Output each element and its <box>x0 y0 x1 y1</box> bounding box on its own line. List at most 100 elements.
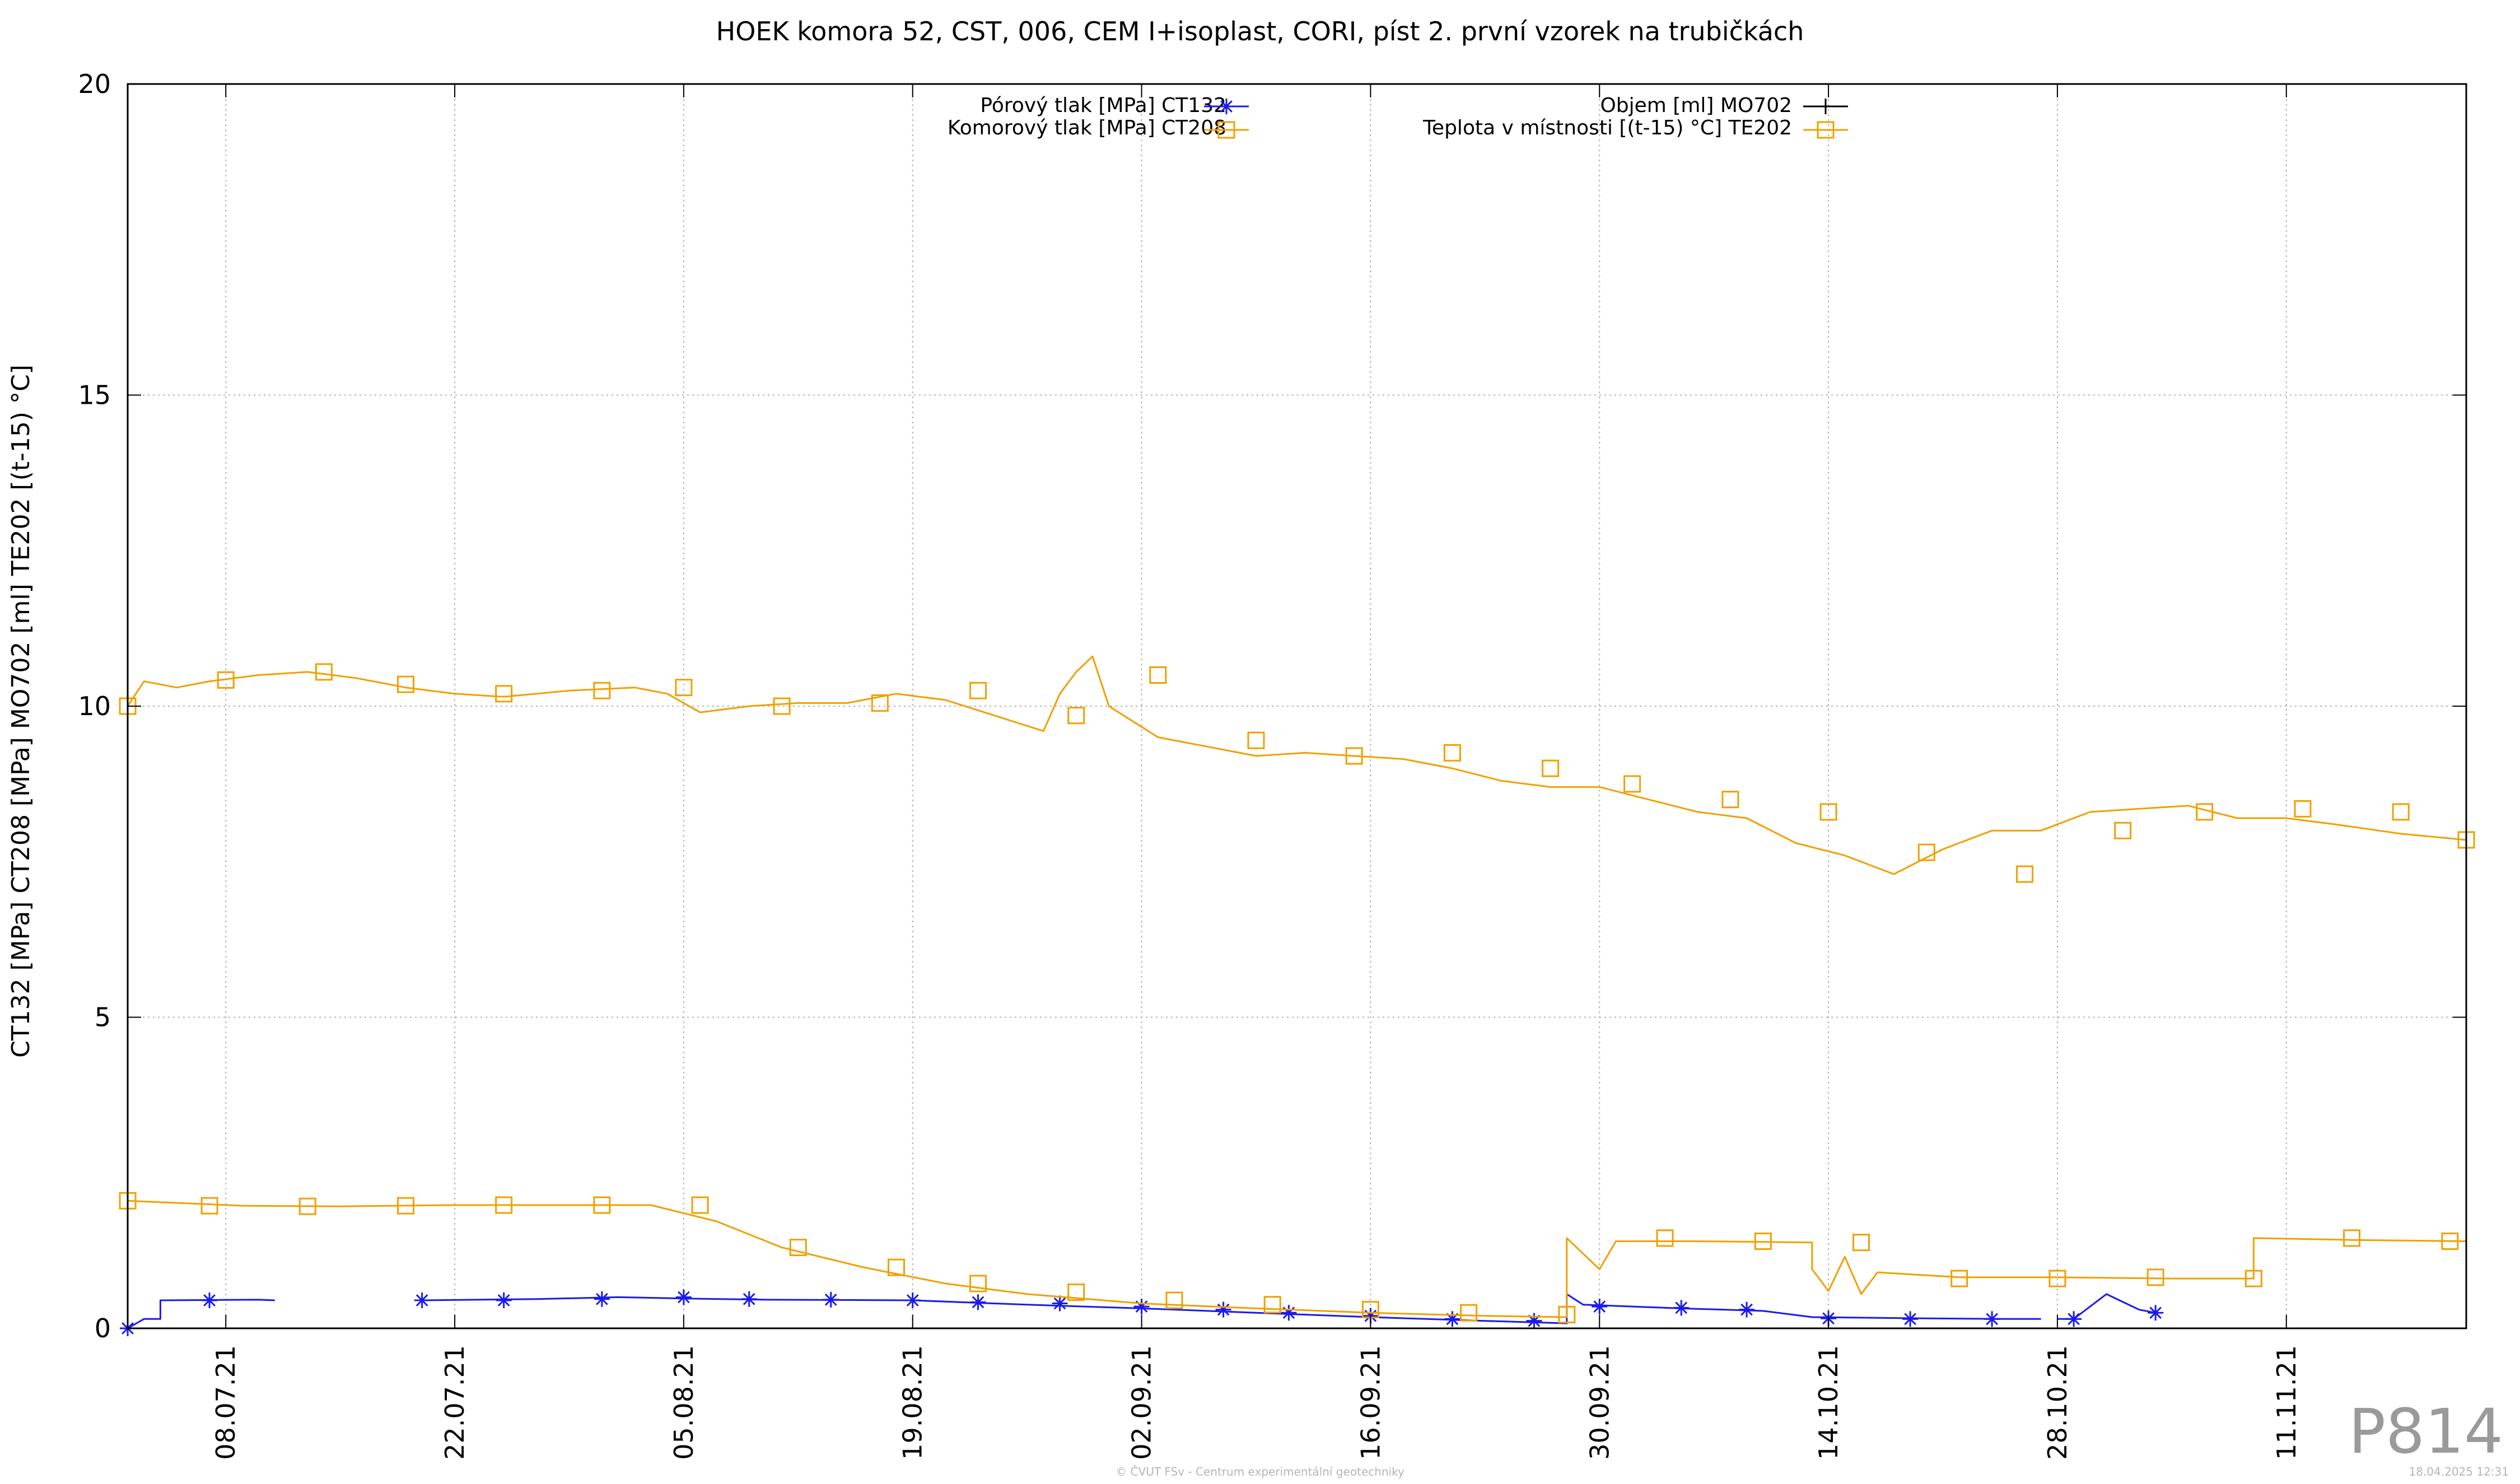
data-point <box>871 694 889 712</box>
x-tick-label: 02.09.21 <box>1127 1345 1157 1460</box>
legend-label: Komorový tlak [MPa] CT208 <box>948 116 1226 139</box>
data-point <box>2016 865 2034 883</box>
grid <box>128 84 2466 1328</box>
data-point <box>2441 1232 2459 1250</box>
x-tick-label: 22.07.21 <box>440 1345 470 1460</box>
data-point <box>2196 803 2214 821</box>
data-point <box>1950 1270 1968 1287</box>
data-point <box>200 1197 218 1215</box>
data-point <box>1247 731 1265 749</box>
data-point <box>414 1292 430 1308</box>
data-point <box>1215 1301 1231 1318</box>
data-point <box>888 1258 906 1276</box>
data-point <box>1917 843 1935 861</box>
data-point <box>1902 1311 1919 1327</box>
y-axis-label: CT132 [MPa] CT208 [MPa] MO702 [ml] TE202… <box>7 365 35 1058</box>
data-point <box>2114 822 2132 839</box>
series-te202 <box>119 655 2475 883</box>
data-point <box>970 1294 986 1310</box>
data-point <box>1819 803 1837 821</box>
data-point <box>1067 707 1085 725</box>
series-layer <box>119 655 2475 1336</box>
data-point <box>396 1197 414 1215</box>
y-tick-label: 5 <box>95 1002 111 1033</box>
data-point <box>217 671 235 689</box>
data-point <box>495 1196 513 1214</box>
x-tick-label: 05.08.21 <box>669 1345 699 1460</box>
legend-marker <box>1817 121 1835 139</box>
legend-marker <box>1219 99 1234 114</box>
data-point <box>1443 744 1461 762</box>
series-line <box>127 1200 2467 1318</box>
data-point <box>2148 1305 2164 1321</box>
data-point <box>1149 666 1167 684</box>
data-point <box>691 1196 709 1214</box>
x-tick-label: 11.11.21 <box>2271 1345 2302 1460</box>
x-tick-label: 28.10.21 <box>2042 1345 2073 1460</box>
watermark: P814 <box>2348 1396 2503 1467</box>
axes: 0 5 10 15 20 08.07.21 22.07.21 05.08.21 19.08.21… <box>78 69 2467 1460</box>
data-point <box>1067 1284 1085 1301</box>
x-tick-label: 14.10.21 <box>1813 1345 1844 1460</box>
series-ct208 <box>119 1192 2467 1324</box>
data-point <box>496 1292 512 1308</box>
data-point <box>1754 1232 1772 1250</box>
legend-label: Teplota v místnosti [(t-15) °C] TE202 <box>1422 116 1792 139</box>
legend-label: Objem [ml] MO702 <box>1600 94 1792 117</box>
data-point <box>1165 1291 1183 1309</box>
data-point <box>1656 1229 1674 1247</box>
data-point <box>1623 775 1641 793</box>
data-point <box>789 1239 807 1257</box>
data-point <box>823 1291 839 1308</box>
x-tick-label: 16.09.21 <box>1355 1345 1385 1460</box>
data-point <box>2048 1270 2066 1287</box>
data-point <box>969 1275 987 1292</box>
data-point <box>904 1292 921 1308</box>
data-point <box>675 679 693 697</box>
y-tick-label: 10 <box>78 691 111 721</box>
data-point <box>675 1289 692 1305</box>
chart-title: HOEK komora 52, CST, 006, CEM I+isoplast… <box>716 16 1804 46</box>
data-point <box>1526 1313 1542 1329</box>
data-point <box>202 1292 218 1308</box>
y-tick-label: 15 <box>78 380 111 410</box>
data-point <box>1739 1301 1755 1318</box>
data-point <box>396 675 414 693</box>
legend-marker <box>1217 121 1235 139</box>
data-point <box>495 685 513 703</box>
data-point <box>773 697 791 715</box>
data-point <box>1558 1306 1576 1324</box>
legend-marker <box>1818 99 1833 114</box>
data-point <box>2343 1229 2361 1247</box>
data-point <box>1052 1295 1068 1312</box>
data-point <box>593 1196 611 1214</box>
x-tick-label: 30.09.21 <box>1584 1345 1614 1460</box>
data-point <box>1542 759 1560 777</box>
footer-credit: © ČVUT FSv - Centrum experimentální geot… <box>1116 1465 1404 1478</box>
plot-border <box>127 83 2467 1329</box>
data-point <box>1721 791 1739 809</box>
data-point <box>1852 1234 1870 1252</box>
series-line <box>127 655 2467 875</box>
data-point <box>1263 1296 1281 1314</box>
data-point <box>1133 1299 1150 1315</box>
data-point <box>1281 1305 1297 1321</box>
timestamp: 18.04.2025 12:31 <box>2409 1465 2509 1478</box>
legend-label: Pórový tlak [MPa] CT132 <box>980 94 1226 117</box>
y-tick-label: 20 <box>78 69 111 99</box>
data-point <box>315 663 333 681</box>
data-point <box>2392 803 2410 821</box>
x-tick-label: 19.08.21 <box>898 1345 928 1460</box>
data-point <box>1345 747 1363 765</box>
data-point <box>2066 1311 2082 1327</box>
data-point <box>594 1291 610 1307</box>
data-point <box>2244 1270 2262 1287</box>
data-point <box>1984 1311 2000 1327</box>
data-point <box>298 1197 316 1215</box>
data-point <box>1460 1304 1478 1322</box>
data-point <box>1673 1300 1690 1316</box>
data-point <box>969 682 987 699</box>
data-point <box>1592 1299 1608 1315</box>
